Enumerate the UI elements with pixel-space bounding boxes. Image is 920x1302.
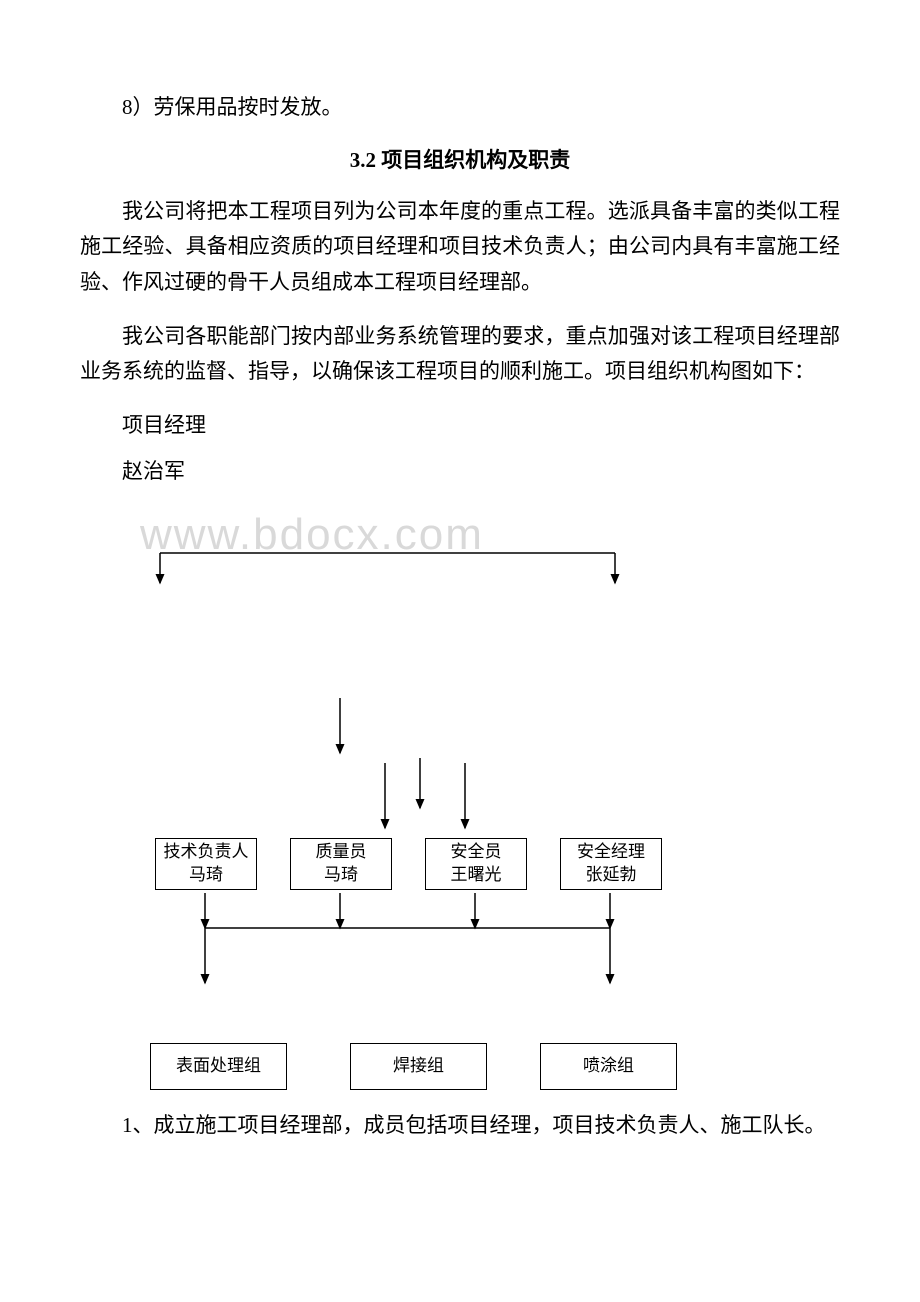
org-box-tech-lead: 技术负责人 马琦 [155, 838, 257, 890]
list-item-8: 8）劳保用品按时发放。 [80, 90, 840, 126]
org-name: 王曙光 [426, 864, 526, 887]
org-name: 马琦 [156, 864, 256, 887]
org-box-safety-officer: 安全员 王曙光 [425, 838, 527, 890]
pm-name: 赵治军 [80, 454, 840, 490]
org-role: 安全员 [426, 841, 526, 864]
org-role: 技术负责人 [156, 841, 256, 864]
org-role: 质量员 [291, 841, 391, 864]
org-name: 马琦 [291, 864, 391, 887]
org-label: 焊接组 [351, 1055, 486, 1078]
pm-title: 项目经理 [80, 408, 840, 444]
org-box-welding-team: 焊接组 [350, 1043, 487, 1090]
org-chart-lines [80, 508, 840, 1098]
paragraph-2: 我公司各职能部门按内部业务系统管理的要求，重点加强对该工程项目经理部业务系统的监… [80, 319, 840, 390]
document-page: 8）劳保用品按时发放。 3.2 项目组织机构及职责 我公司将把本工程项目列为公司… [0, 0, 920, 1221]
org-box-quality: 质量员 马琦 [290, 838, 392, 890]
org-role: 安全经理 [561, 841, 661, 864]
org-box-surface-team: 表面处理组 [150, 1043, 287, 1090]
org-box-safety-manager: 安全经理 张延勃 [560, 838, 662, 890]
org-name: 张延勃 [561, 864, 661, 887]
org-chart: 技术负责人 马琦 质量员 马琦 安全员 王曙光 安全经理 张延勃 表面处理组 焊… [80, 508, 840, 1098]
org-label: 喷涂组 [541, 1055, 676, 1078]
paragraph-3: 1、成立施工项目经理部，成员包括项目经理，项目技术负责人、施工队长。 [80, 1108, 840, 1144]
org-box-coating-team: 喷涂组 [540, 1043, 677, 1090]
section-heading: 3.2 项目组织机构及职责 [80, 144, 840, 174]
paragraph-1: 我公司将把本工程项目列为公司本年度的重点工程。选派具备丰富的类似工程施工经验、具… [80, 194, 840, 301]
org-label: 表面处理组 [151, 1055, 286, 1078]
